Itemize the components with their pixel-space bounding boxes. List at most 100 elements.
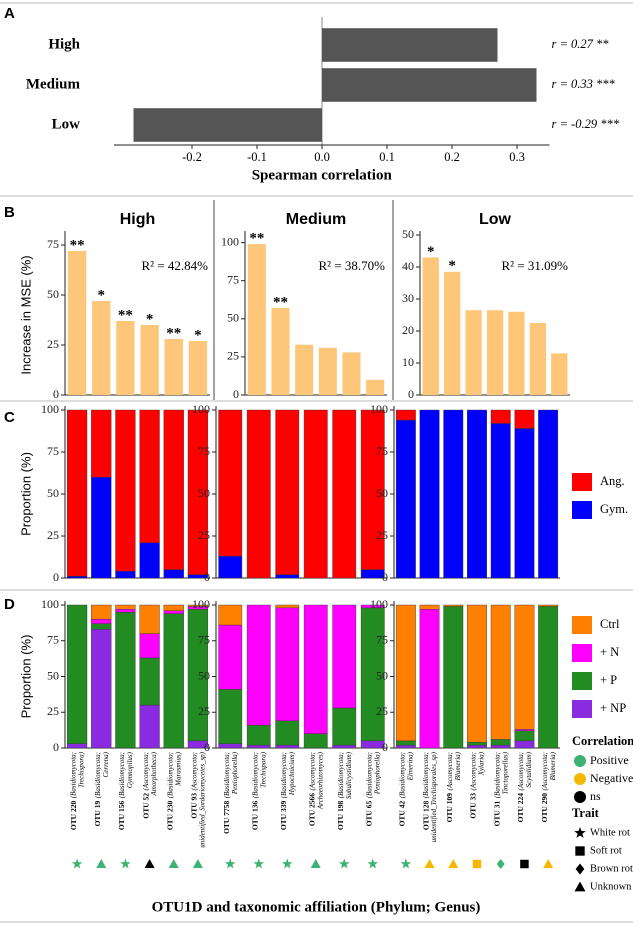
bar-segment: [218, 689, 243, 744]
legend-swatch: [572, 501, 592, 519]
otu-label: OTU 128: [421, 801, 430, 831]
bar-segment: [419, 609, 440, 749]
taxon-label: Cerrena): [102, 751, 110, 777]
bar-segment: [467, 409, 487, 579]
trait-marker: [168, 859, 179, 868]
bar: [164, 339, 183, 395]
bar-segment: [91, 409, 112, 478]
legend-swatch: [572, 616, 592, 634]
y-tick-label: 75: [47, 237, 59, 251]
otu-label: OTU 220: [69, 801, 78, 831]
bar: [116, 321, 135, 395]
trait-marker: [310, 859, 321, 868]
bar-segment: [467, 742, 487, 746]
bar: [486, 310, 504, 395]
trait-marker: [282, 858, 293, 869]
annotation: R² = 38.70%: [319, 258, 386, 273]
chart-title: Low: [479, 211, 512, 228]
bar: [318, 347, 337, 395]
otu-label: OTU 93: [190, 793, 199, 819]
y-tick-label: 25: [47, 704, 59, 718]
bar: [188, 341, 208, 395]
y-tick-label: 50: [47, 668, 59, 682]
bar-segment: [443, 604, 464, 607]
bar-segment: [303, 409, 328, 579]
legend-label: + N: [600, 645, 619, 659]
legend-label: + P: [600, 673, 617, 687]
otu-label: OTU 136: [250, 801, 259, 831]
taxon-label: (Basidiomycota;: [223, 752, 231, 798]
y-tick-label: 50: [47, 486, 59, 500]
bar: [67, 251, 87, 395]
bar-segment: [275, 409, 300, 575]
taxon-label: (Basidiomycota;: [118, 752, 126, 798]
legend-swatch: [575, 863, 585, 875]
taxon-label: (Basidiomycota;: [398, 752, 406, 798]
y-tick-label: 75: [47, 633, 59, 647]
bar-segment: [115, 409, 136, 572]
otu-label: OTU 7758: [222, 801, 231, 834]
taxon-label: (Basidiomycota;: [166, 752, 174, 798]
legend-swatch: [575, 846, 585, 856]
legend-label: Brown rot: [590, 863, 633, 874]
taxon-label: (Basidiomycota;: [493, 752, 501, 798]
legend-label: Soft rot: [590, 845, 622, 856]
bar-segment: [360, 409, 385, 570]
taxon-label: (Basidiomycota;: [337, 752, 345, 798]
taxon-label: (Basidiomycota;: [94, 752, 102, 798]
category-label: Low: [52, 116, 81, 132]
bar-segment: [246, 409, 271, 579]
legend-swatch: [574, 755, 586, 767]
bar-segment: [163, 569, 184, 579]
legend-swatch: [574, 881, 586, 892]
annotation: R² = 31.09%: [502, 258, 569, 273]
bar-segment: [218, 604, 243, 626]
bar-segment: [332, 604, 357, 709]
taxon-label: Trechispora): [78, 751, 86, 788]
bar-segment: [360, 604, 385, 609]
value-label: r = 0.33 ***: [552, 77, 616, 91]
bar-segment: [163, 613, 184, 749]
otu-label: OTU 290: [540, 793, 549, 823]
y-tick-label: 0: [204, 570, 210, 584]
trait-marker: [192, 859, 203, 868]
y-axis-label: Proportion (%): [18, 452, 33, 536]
bar-segment: [115, 611, 136, 749]
legend-label: ns: [590, 789, 601, 803]
otu-label: OTU 2566: [307, 793, 316, 826]
taxon-label: (Basidiomycota;: [251, 752, 259, 798]
panel-label: D: [4, 596, 15, 613]
significance-label: **: [249, 231, 264, 247]
bar-segment: [275, 604, 300, 609]
bar-segment: [514, 604, 535, 730]
y-tick-label: 0: [204, 740, 210, 754]
trait-marker: [496, 859, 505, 869]
otu-label: OTU 224: [516, 793, 525, 823]
bar: [295, 344, 314, 395]
y-tick-label: 0: [382, 740, 388, 754]
taxon-label: Peniophorella): [231, 751, 239, 795]
bar-segment: [66, 743, 88, 749]
bar-segment: [91, 604, 112, 620]
y-tick-label: 100: [192, 597, 210, 611]
bar: [342, 352, 361, 395]
taxon-label: Amorphotheca): [150, 751, 158, 796]
otu-label: OTU 65: [364, 801, 373, 827]
bar-segment: [514, 730, 535, 742]
taxon-label: Blumeria): [454, 751, 462, 780]
taxon-label: Tinctoporellus): [501, 751, 509, 794]
trait-marker: [543, 859, 554, 868]
x-tick-label: 0.1: [379, 150, 395, 164]
taxon-label: Trechispora): [259, 751, 267, 788]
taxon-label: Subulicystidium): [345, 751, 353, 799]
y-tick-label: 25: [198, 704, 210, 718]
bar-segment: [91, 477, 112, 579]
bar-segment: [163, 409, 184, 570]
y-tick-label: 100: [192, 402, 210, 416]
legend-swatch: [572, 700, 592, 718]
x-tick-label: 0.0: [314, 150, 330, 164]
taxon-label: unidentified_Sordariomycetes_sp): [199, 751, 207, 847]
bar-segment: [514, 729, 535, 732]
y-tick-label: 0: [53, 570, 59, 584]
